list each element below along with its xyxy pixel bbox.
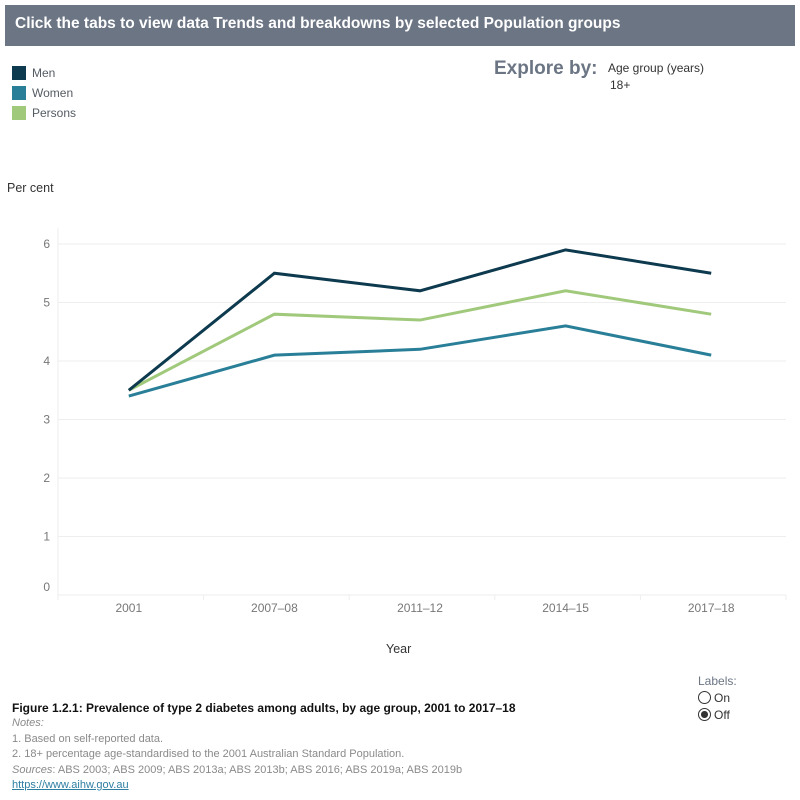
labels-option-on[interactable]: On bbox=[698, 689, 737, 706]
radio-label: On bbox=[714, 690, 731, 705]
sources-line: Sources: ABS 2003; ABS 2009; ABS 2013a; … bbox=[12, 763, 462, 779]
y-tick-label: 5 bbox=[43, 296, 50, 310]
legend-swatch-women bbox=[12, 86, 26, 100]
y-tick-label: 0 bbox=[43, 580, 50, 594]
header-banner: Click the tabs to view data Trends and b… bbox=[5, 5, 795, 46]
y-tick-label: 2 bbox=[43, 471, 50, 485]
legend-label: Women bbox=[32, 86, 74, 100]
legend-swatch-persons bbox=[12, 106, 26, 120]
series-line-persons bbox=[128, 289, 712, 392]
y-tick-label: 3 bbox=[43, 413, 50, 427]
figure-caption: Figure 1.2.1: Prevalence of type 2 diabe… bbox=[12, 701, 516, 715]
sources-text: : ABS 2003; ABS 2009; ABS 2013a; ABS 201… bbox=[52, 763, 463, 776]
labels-toggle-title: Labels: bbox=[698, 674, 737, 688]
legend-label: Men bbox=[32, 66, 56, 80]
radio-label: Off bbox=[714, 707, 730, 722]
notes: Notes: 1. Based on self-reported data. 2… bbox=[12, 716, 462, 794]
note-item: 1. Based on self-reported data. bbox=[12, 732, 164, 745]
x-axis-title: Year bbox=[386, 642, 412, 656]
legend: Men Women Persons bbox=[12, 63, 76, 123]
legend-label: Persons bbox=[32, 106, 77, 120]
explore-by-label: Explore by: bbox=[494, 58, 598, 79]
x-tick-label: 2014–15 bbox=[542, 601, 589, 615]
y-tick-label: 1 bbox=[43, 530, 50, 544]
explore-field-value[interactable]: 18+ bbox=[610, 78, 631, 92]
labels-toggle: Labels: On Off bbox=[698, 674, 737, 723]
note-item: 2. 18+ percentage age-standardised to th… bbox=[12, 748, 405, 760]
legend-swatch-men bbox=[12, 66, 26, 80]
x-tick-label: 2011–12 bbox=[397, 601, 443, 615]
legend-item-women[interactable]: Women bbox=[12, 83, 76, 103]
y-tick-label: 6 bbox=[43, 237, 50, 251]
x-tick-label: 2007–08 bbox=[251, 601, 298, 615]
x-tick-label: 2001 bbox=[115, 601, 142, 615]
x-tick-label: 2017–18 bbox=[688, 601, 735, 615]
y-tick-label: 4 bbox=[43, 354, 50, 368]
line-chart: 0 1 2 3 4 5 6 2001 2007–08 2011–12 2014–15 2017–18 bbox=[43, 228, 787, 615]
notes-heading: Notes: bbox=[12, 717, 44, 729]
legend-item-men[interactable]: Men bbox=[12, 63, 76, 83]
aihw-link[interactable]: https://www.aihw.gov.au bbox=[12, 779, 129, 791]
explore-field-label: Age group (years) bbox=[608, 61, 705, 75]
sources-label: Sources bbox=[12, 763, 53, 776]
radio-on-icon[interactable] bbox=[698, 691, 711, 704]
y-axis-title: Per cent bbox=[7, 181, 54, 195]
labels-option-off[interactable]: Off bbox=[698, 706, 737, 723]
legend-item-persons[interactable]: Persons bbox=[12, 103, 76, 123]
radio-off-icon[interactable] bbox=[698, 708, 711, 721]
header-title: Click the tabs to view data Trends and b… bbox=[15, 15, 621, 32]
